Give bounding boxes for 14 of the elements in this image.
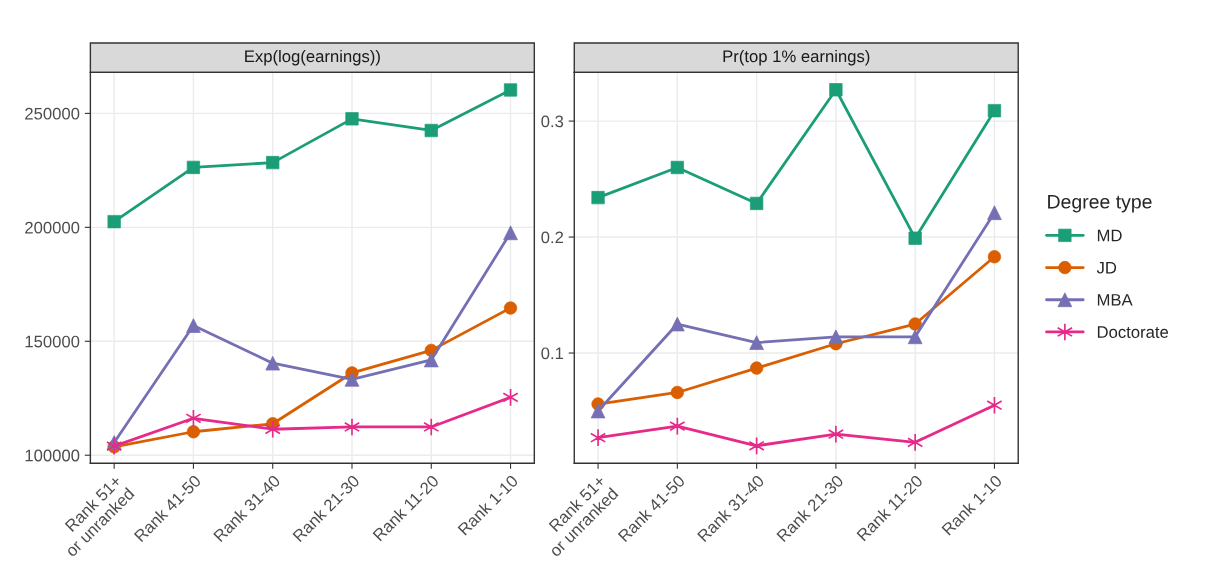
legend-title: Degree type	[1048, 195, 1152, 213]
legend-label: Doctorate	[1097, 326, 1169, 338]
y-tick-label: 100000	[25, 449, 80, 462]
y-tick-label: 250000	[25, 107, 80, 120]
chart-title: Pr(top 1% earnings)	[723, 49, 870, 66]
y-tick-label: 0.3	[541, 115, 564, 128]
y-tick-label: 200000	[25, 221, 80, 234]
legend-label: MD	[1097, 229, 1122, 242]
legend-label: MBA	[1097, 294, 1133, 306]
y-tick-label: 0.1	[541, 347, 564, 360]
y-tick-label: 150000	[25, 335, 80, 348]
y-tick-label: 0.2	[541, 231, 564, 244]
legend-label: JD	[1096, 261, 1117, 274]
chart-title: Exp(log(earnings))	[245, 49, 380, 66]
